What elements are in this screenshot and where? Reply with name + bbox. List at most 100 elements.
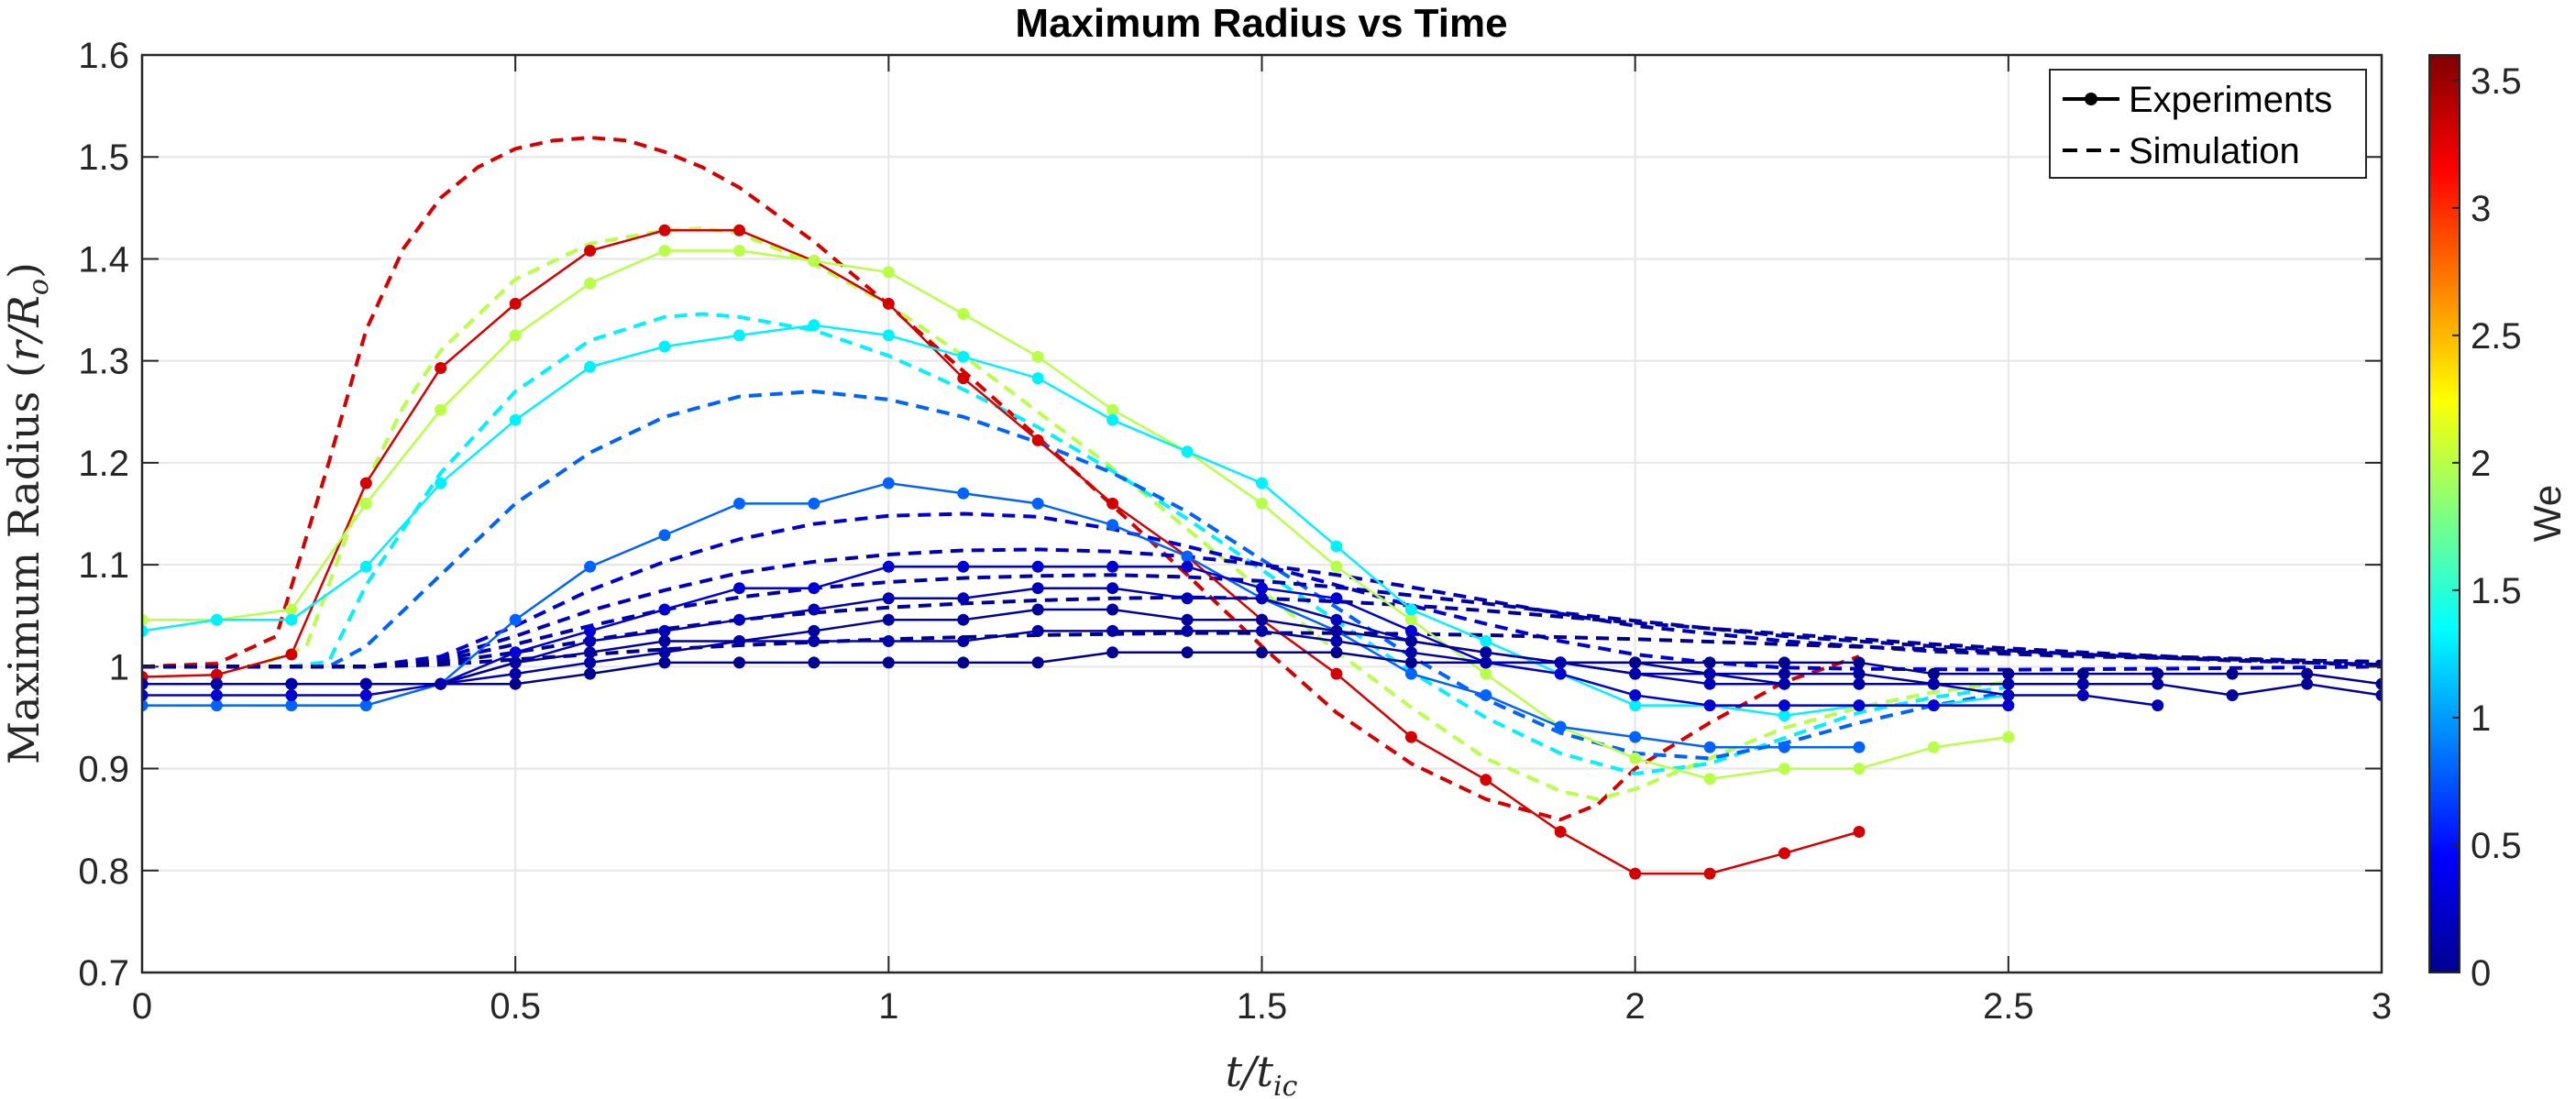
experiment-point (1404, 667, 1417, 680)
experiment-point (658, 245, 671, 257)
experiment-point (1853, 826, 1866, 838)
experiment-point (1778, 847, 1790, 860)
y-tick-label: 1.5 (78, 137, 129, 178)
colorbar-tick-label: 1 (2471, 698, 2491, 739)
experiment-point (1256, 592, 1268, 605)
experiment-point (1106, 603, 1119, 616)
experiment-point (1778, 656, 1790, 669)
y-tick-label: 0.9 (78, 750, 129, 790)
experiment-point (733, 224, 745, 236)
experiment-point (957, 613, 970, 626)
experiment-point (1853, 699, 1866, 712)
colorbar: 0 0.5 1 1.5 2 2.5 3 3.5 We (2428, 54, 2569, 994)
experiment-point (2152, 677, 2164, 690)
experiment-point (1181, 646, 1194, 659)
experiment-point (509, 329, 522, 342)
experiment-point (808, 319, 820, 332)
experiment-point (2002, 667, 2015, 680)
experiment-point (733, 329, 745, 342)
experiment-point (285, 677, 298, 690)
experiment-point (1256, 613, 1268, 626)
experiment-point (1330, 592, 1343, 605)
experiment-point (2076, 677, 2089, 690)
experiment-point (1031, 656, 1044, 669)
experiment-point (1330, 635, 1343, 647)
experiment-point (1778, 763, 1790, 775)
x-tick-label: 2.5 (1983, 986, 2034, 1027)
experiment-point (1853, 763, 1866, 775)
experiment-point (285, 613, 298, 626)
x-tick-label: 1 (878, 986, 898, 1027)
experiment-point (1853, 667, 1866, 680)
experiment-point (882, 266, 895, 279)
experiment-point (1256, 582, 1268, 595)
experiment-point (1106, 413, 1119, 426)
y-axis-ticks: 0.7 0.8 0.9 1 1.1 1.2 1.3 1.4 1.5 1.6 (78, 36, 2382, 994)
experiment-line-1 (142, 249, 2009, 780)
experiment-point (1404, 731, 1417, 743)
colorbar-tick-label: 3 (2471, 189, 2491, 229)
legend-simulation-label: Simulation (2129, 131, 2300, 171)
experiment-point (1031, 497, 1044, 510)
experiment-point (1256, 624, 1268, 637)
experiment-point (584, 667, 597, 680)
x-tick-label: 0.5 (490, 986, 541, 1027)
y-tick-label: 1.4 (78, 239, 129, 280)
experiment-point (435, 477, 447, 489)
experiment-point (1106, 403, 1119, 416)
experiment-point (957, 487, 970, 500)
y-tick-label: 1 (109, 647, 129, 687)
experiment-point (733, 613, 745, 626)
experiment-point (1778, 709, 1790, 722)
colorbar-tick-label: 2 (2471, 444, 2491, 484)
colorbar-tick-label: 2.5 (2471, 316, 2522, 357)
y-tick-label: 1.3 (78, 342, 129, 382)
experiment-point (210, 613, 223, 626)
colorbar-gradient (2428, 54, 2460, 973)
experiment-point (359, 699, 372, 712)
simulation-line-2 (142, 312, 2009, 776)
experiment-point (509, 677, 522, 690)
y-tick-label: 1.6 (78, 36, 129, 76)
experiment-point (2152, 699, 2164, 712)
legend-experiments-marker (2085, 93, 2097, 105)
experiment-point (882, 613, 895, 626)
experiment-point (1106, 646, 1119, 659)
experiment-point (1927, 677, 1940, 690)
experiment-point (882, 635, 895, 647)
experiment-point (1256, 497, 1268, 510)
experiment-point (584, 245, 597, 257)
simulation-line-3 (142, 389, 2009, 761)
legend-box (2049, 69, 2367, 179)
y-tick-label: 0.8 (78, 852, 129, 892)
experiment-point (957, 372, 970, 385)
experiment-point (1554, 720, 1567, 733)
experiment-point (2375, 677, 2382, 690)
experiment-point (1778, 667, 1790, 680)
experiment-point (2301, 677, 2314, 690)
simulation-series (142, 136, 2382, 822)
experiment-point (1031, 350, 1044, 363)
experiment-point (210, 677, 223, 690)
experiment-point (1480, 774, 1492, 786)
x-axis-label: t/tic (1226, 1047, 1298, 1099)
y-tick-label: 1.2 (78, 444, 129, 484)
experiment-point (142, 624, 149, 637)
experiment-point (2226, 667, 2239, 680)
experiment-line-2 (142, 324, 2009, 717)
experiment-point (285, 603, 298, 616)
experiment-point (957, 308, 970, 320)
experiment-point (435, 677, 447, 690)
experiment-point (1480, 689, 1492, 701)
experiment-point (1404, 613, 1417, 626)
experiment-point (1927, 667, 1940, 680)
experiment-point (1106, 582, 1119, 595)
experiment-point (584, 360, 597, 373)
experiment-point (1629, 731, 1642, 743)
experiment-point (2076, 689, 2089, 701)
legend: Experiments Simulation (2049, 69, 2367, 179)
experiment-point (957, 656, 970, 669)
experiment-point (1330, 646, 1343, 659)
experiment-point (509, 656, 522, 669)
